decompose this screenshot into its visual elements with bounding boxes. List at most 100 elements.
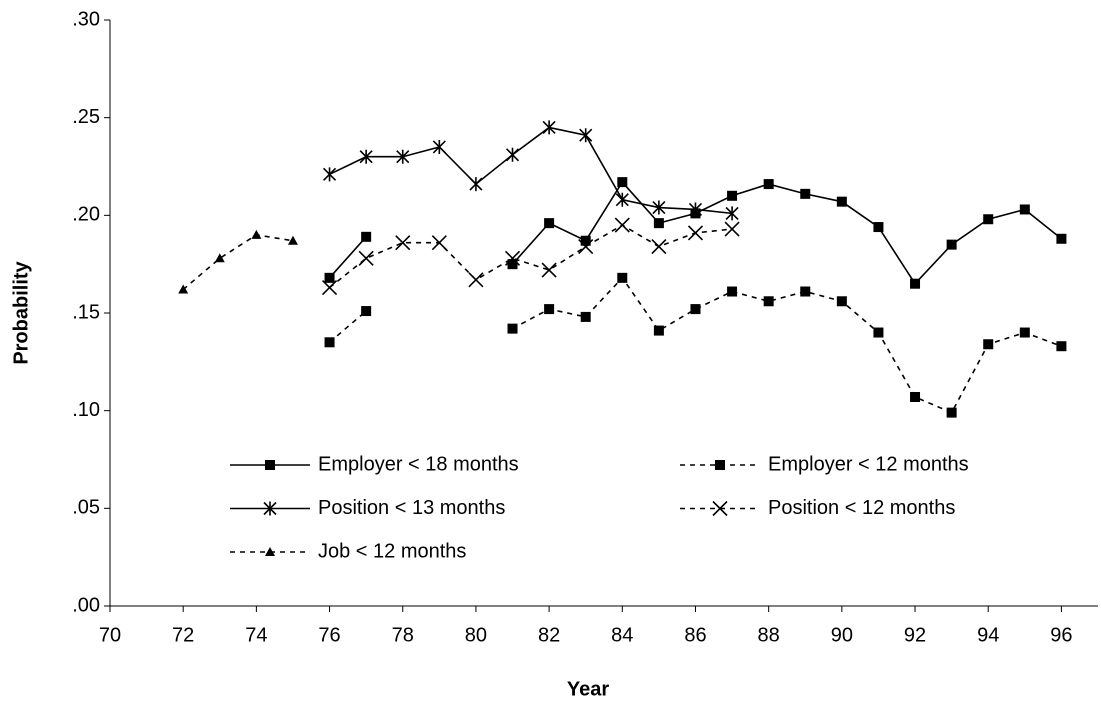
marker [468, 272, 484, 288]
marker [287, 235, 298, 245]
legend-label: Employer < 12 months [768, 453, 969, 475]
marker [724, 221, 740, 237]
x-tick-label: 76 [318, 624, 340, 646]
x-tick-label: 82 [538, 624, 560, 646]
marker [265, 460, 275, 470]
marker [1019, 204, 1030, 215]
series-line [329, 224, 733, 289]
y-axis-title: Probability [10, 260, 32, 364]
x-tick-label: 94 [977, 624, 999, 646]
marker [544, 218, 555, 229]
x-tick-label: 90 [831, 624, 853, 646]
marker [321, 280, 338, 296]
x-tick-label: 84 [611, 624, 633, 646]
marker [727, 286, 738, 297]
y-tick-label: .25 [72, 106, 100, 128]
marker [214, 253, 225, 263]
x-tick-label: 80 [465, 624, 487, 646]
marker [653, 325, 664, 336]
marker [763, 179, 774, 190]
y-tick-label: .10 [72, 399, 100, 421]
marker [836, 296, 847, 307]
marker [395, 235, 411, 251]
marker [580, 235, 591, 246]
marker [946, 407, 957, 418]
marker [687, 225, 704, 241]
marker [1056, 233, 1067, 244]
marker [946, 239, 957, 250]
x-tick-label: 72 [172, 624, 194, 646]
marker [505, 147, 520, 162]
x-tick-label: 96 [1050, 624, 1072, 646]
marker [579, 128, 593, 143]
marker [617, 272, 628, 283]
marker [361, 306, 372, 317]
marker [712, 500, 728, 517]
marker [800, 286, 811, 297]
marker [653, 218, 664, 229]
marker [322, 167, 337, 182]
marker [715, 460, 725, 470]
marker [983, 214, 994, 225]
marker [873, 327, 884, 338]
series-line [329, 276, 1062, 414]
marker [507, 259, 518, 270]
marker [836, 196, 847, 207]
marker [578, 239, 594, 255]
marker [652, 200, 666, 215]
y-tick-label: .05 [72, 497, 100, 519]
marker [544, 304, 555, 315]
x-tick-label: 88 [758, 624, 780, 646]
y-tick-label: .30 [72, 8, 100, 30]
marker [727, 190, 738, 201]
marker [469, 177, 483, 192]
y-tick-label: .20 [72, 204, 100, 226]
y-tick-label: .15 [72, 301, 100, 323]
marker [1019, 327, 1030, 338]
legend-label: Job < 12 months [318, 540, 466, 562]
marker [359, 149, 373, 164]
marker [324, 272, 335, 283]
y-tick-label: .00 [72, 594, 100, 616]
x-axis-title: Year [567, 678, 609, 700]
marker [910, 278, 921, 289]
marker [541, 262, 557, 278]
marker [263, 501, 277, 516]
marker [651, 239, 667, 255]
marker [396, 149, 410, 164]
series-line [328, 180, 1062, 285]
marker [324, 337, 335, 348]
marker [615, 192, 629, 207]
marker [265, 547, 275, 556]
marker [431, 235, 447, 251]
marker [432, 139, 446, 154]
marker [580, 311, 591, 322]
marker [725, 206, 739, 221]
x-tick-label: 78 [392, 624, 414, 646]
marker [361, 231, 372, 242]
marker [251, 229, 262, 239]
marker [507, 323, 518, 334]
series-line [182, 234, 294, 291]
series-line [329, 126, 733, 215]
marker [983, 339, 994, 350]
marker [873, 222, 884, 233]
marker [504, 250, 521, 266]
marker [910, 391, 921, 402]
legend-label: Position < 13 months [318, 497, 505, 519]
marker [614, 217, 630, 233]
marker [178, 284, 189, 294]
marker [542, 120, 556, 135]
marker [800, 188, 811, 199]
x-tick-label: 74 [245, 624, 267, 646]
x-tick-label: 70 [99, 624, 121, 646]
marker [358, 250, 374, 266]
marker [763, 296, 774, 307]
x-tick-label: 86 [684, 624, 706, 646]
marker [690, 304, 701, 315]
marker [688, 202, 703, 217]
marker [1056, 341, 1067, 352]
x-tick-label: 92 [904, 624, 926, 646]
marker [617, 177, 628, 188]
